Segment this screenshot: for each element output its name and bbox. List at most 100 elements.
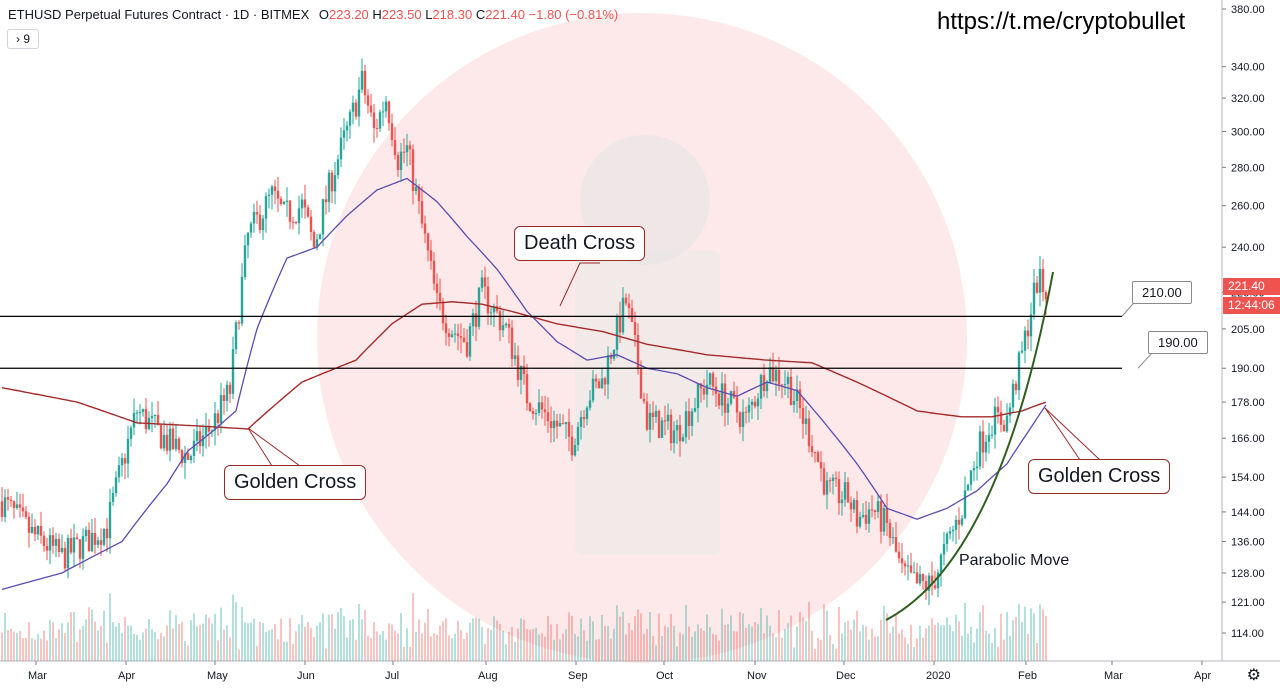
candle-body bbox=[387, 101, 391, 124]
candle-body bbox=[156, 414, 160, 426]
candle-body bbox=[492, 306, 496, 313]
candle-body bbox=[198, 431, 202, 447]
candle-body bbox=[450, 334, 454, 337]
countdown-tag: 12:44:06 bbox=[1223, 297, 1280, 314]
candle-body bbox=[336, 159, 340, 176]
candle-body bbox=[414, 186, 418, 191]
candle-body bbox=[897, 551, 901, 559]
volume-bar bbox=[94, 621, 96, 661]
volume-bar bbox=[130, 625, 132, 661]
volume-bar bbox=[7, 630, 9, 661]
volume-bar bbox=[400, 613, 402, 661]
candle-body bbox=[939, 554, 943, 573]
volume-bar bbox=[172, 628, 174, 661]
candle-body bbox=[987, 435, 991, 442]
symbol-header: ETHUSD Perpetual Futures Contract · 1D ·… bbox=[8, 7, 618, 22]
candle-body bbox=[537, 402, 541, 413]
volume-bar bbox=[367, 635, 369, 661]
volume-bar bbox=[571, 615, 573, 661]
candle-body bbox=[744, 411, 748, 413]
candle-body bbox=[783, 384, 787, 386]
indicators-toggle-button[interactable]: › 9 bbox=[7, 29, 39, 49]
y-tick-label: 240.00 bbox=[1231, 242, 1265, 254]
volume-bar bbox=[847, 620, 849, 661]
candle-body bbox=[486, 286, 490, 314]
candle-body bbox=[360, 70, 364, 90]
volume-bar bbox=[628, 623, 630, 661]
candle-body bbox=[891, 537, 895, 539]
volume-bar bbox=[688, 626, 690, 661]
volume-bar bbox=[505, 644, 507, 661]
volume-bar bbox=[634, 616, 636, 661]
volume-bar bbox=[883, 605, 885, 661]
candle-body bbox=[810, 446, 814, 453]
volume-bar bbox=[502, 630, 504, 661]
volume-bar bbox=[514, 641, 516, 661]
candle-body bbox=[114, 477, 118, 494]
candle-body bbox=[663, 420, 667, 422]
candle-body bbox=[234, 322, 238, 350]
x-tick-label: Mar bbox=[28, 670, 47, 682]
volume-bar bbox=[328, 614, 330, 661]
volume-bar bbox=[1030, 608, 1032, 661]
y-tick-label: 128.00 bbox=[1231, 568, 1265, 580]
candle-body bbox=[654, 410, 658, 418]
volume-bar bbox=[193, 613, 195, 661]
candle-body bbox=[141, 409, 145, 412]
volume-bar bbox=[1021, 621, 1023, 661]
volume-bar bbox=[16, 632, 18, 661]
volume-bar bbox=[964, 602, 966, 661]
volume-bar bbox=[109, 593, 111, 661]
death-cross-pointer bbox=[559, 262, 600, 307]
volume-bar bbox=[304, 626, 306, 661]
candle-body bbox=[999, 412, 1003, 425]
volume-bar bbox=[604, 625, 606, 661]
volume-bar bbox=[61, 623, 63, 661]
volume-bar bbox=[844, 622, 846, 661]
candle-body bbox=[882, 508, 886, 532]
volume-bar bbox=[451, 638, 453, 661]
volume-bar bbox=[421, 633, 423, 661]
golden-cross-left-pointer bbox=[247, 427, 302, 467]
candle-body bbox=[444, 323, 448, 334]
volume-bar bbox=[778, 610, 780, 661]
volume-bar bbox=[748, 624, 750, 661]
volume-bar bbox=[271, 629, 273, 661]
volume-bar bbox=[877, 636, 879, 661]
volume-bar bbox=[25, 637, 27, 661]
volume-bar bbox=[952, 631, 954, 661]
candle-body bbox=[408, 145, 412, 150]
candle-body bbox=[483, 277, 487, 287]
high-label: H bbox=[372, 7, 382, 22]
candle-body bbox=[792, 400, 796, 405]
candle-body bbox=[837, 479, 841, 504]
volume-bar bbox=[349, 620, 351, 661]
candle-body bbox=[462, 337, 466, 343]
candle-body bbox=[1014, 383, 1018, 391]
level-190-label: 190.00 bbox=[1148, 331, 1208, 354]
volume-bar bbox=[994, 628, 996, 661]
candle-body bbox=[909, 565, 913, 573]
x-tick-label: 2020 bbox=[926, 670, 950, 682]
volume-bar bbox=[619, 616, 621, 661]
candle-body bbox=[996, 406, 1000, 413]
candle-body bbox=[840, 499, 844, 504]
volume-bar bbox=[280, 618, 282, 661]
volume-bar bbox=[163, 636, 165, 661]
y-tick-label: 260.00 bbox=[1231, 201, 1265, 213]
candle-body bbox=[291, 221, 295, 223]
y-tick-label: 154.00 bbox=[1231, 472, 1265, 484]
volume-bar bbox=[346, 637, 348, 661]
volume-bar bbox=[37, 634, 39, 661]
volume-bar bbox=[520, 618, 522, 661]
gear-icon[interactable]: ⚙ bbox=[1246, 667, 1261, 684]
candle-body bbox=[789, 376, 793, 405]
candle-body bbox=[183, 453, 187, 464]
candle-body bbox=[42, 535, 46, 547]
candle-body bbox=[216, 413, 220, 424]
volume-bar bbox=[526, 629, 528, 661]
candle-body bbox=[108, 501, 112, 539]
candle-body bbox=[441, 301, 445, 324]
candle-body bbox=[309, 216, 313, 232]
